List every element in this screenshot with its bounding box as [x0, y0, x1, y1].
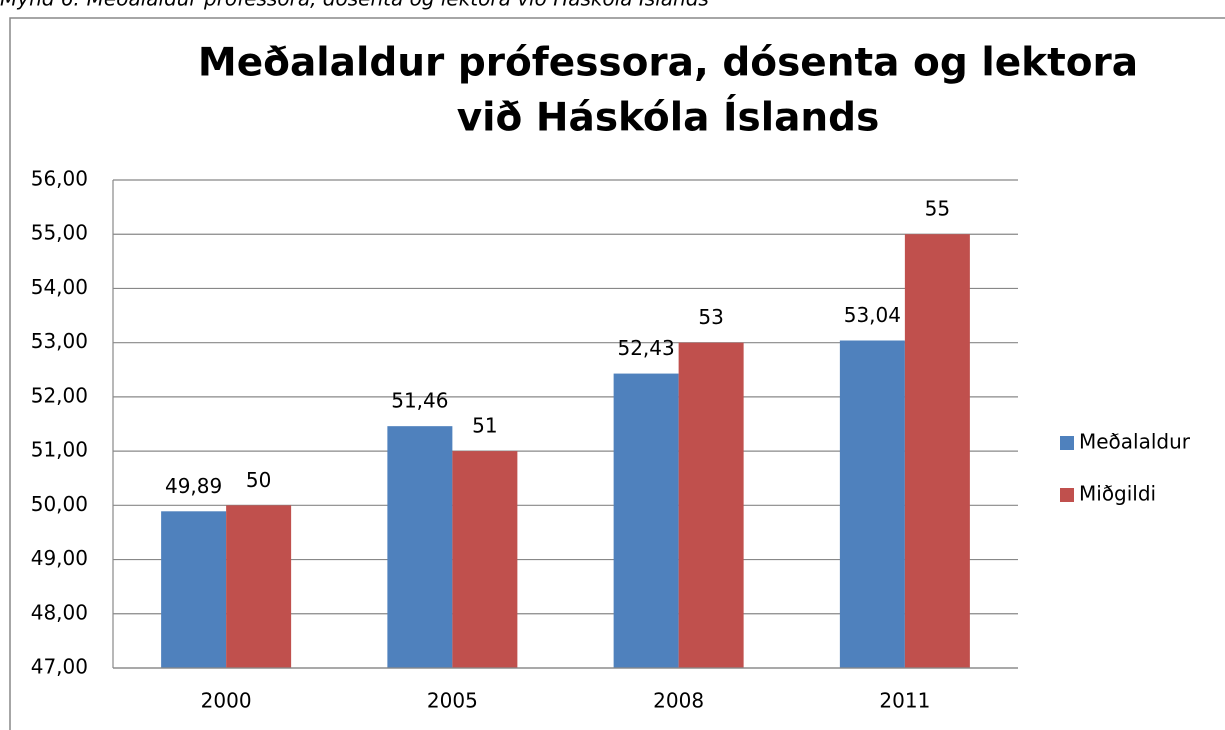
bar [613, 373, 679, 668]
x-tick-label: 2000 [201, 689, 252, 713]
chart-title: við Háskóla Íslands [457, 94, 880, 141]
bar [904, 234, 970, 668]
y-tick-label: 48,00 [31, 600, 88, 624]
x-tick-label: 2005 [427, 689, 478, 713]
bar [161, 511, 227, 668]
data-label: 49,89 [165, 474, 222, 498]
x-tick-label: 2008 [653, 689, 704, 713]
legend-label: Miðgildi [1079, 482, 1156, 506]
bar [678, 342, 744, 668]
data-label: 53,04 [844, 303, 901, 327]
data-label: 52,43 [617, 336, 674, 360]
legend-swatch [1060, 436, 1074, 450]
x-tick-label: 2011 [879, 689, 930, 713]
legend-swatch [1060, 488, 1074, 502]
data-label: 50 [246, 468, 271, 492]
bar [226, 505, 292, 668]
data-label: 51,46 [391, 389, 448, 413]
y-tick-label: 51,00 [31, 438, 88, 462]
bar [839, 340, 905, 668]
data-label: 51 [472, 414, 497, 438]
y-tick-label: 52,00 [31, 383, 88, 407]
y-tick-label: 49,00 [31, 546, 88, 570]
y-tick-label: 56,00 [31, 167, 88, 191]
data-label: 53 [698, 305, 723, 329]
y-tick-label: 47,00 [31, 655, 88, 679]
legend-label: Meðalaldur [1079, 430, 1191, 454]
chart-border [9, 17, 1225, 730]
bar [387, 426, 453, 668]
y-tick-label: 53,00 [31, 329, 88, 353]
caption: Mynd 6: Meðalaldur prófessora, dósenta o… [0, 0, 709, 11]
data-label: 55 [925, 197, 950, 221]
y-tick-label: 55,00 [31, 221, 88, 245]
y-tick-label: 54,00 [31, 275, 88, 299]
chart-title: Meðalaldur prófessora, dósenta og lektor… [198, 41, 1138, 86]
y-tick-label: 50,00 [31, 492, 88, 516]
bar [452, 451, 518, 668]
